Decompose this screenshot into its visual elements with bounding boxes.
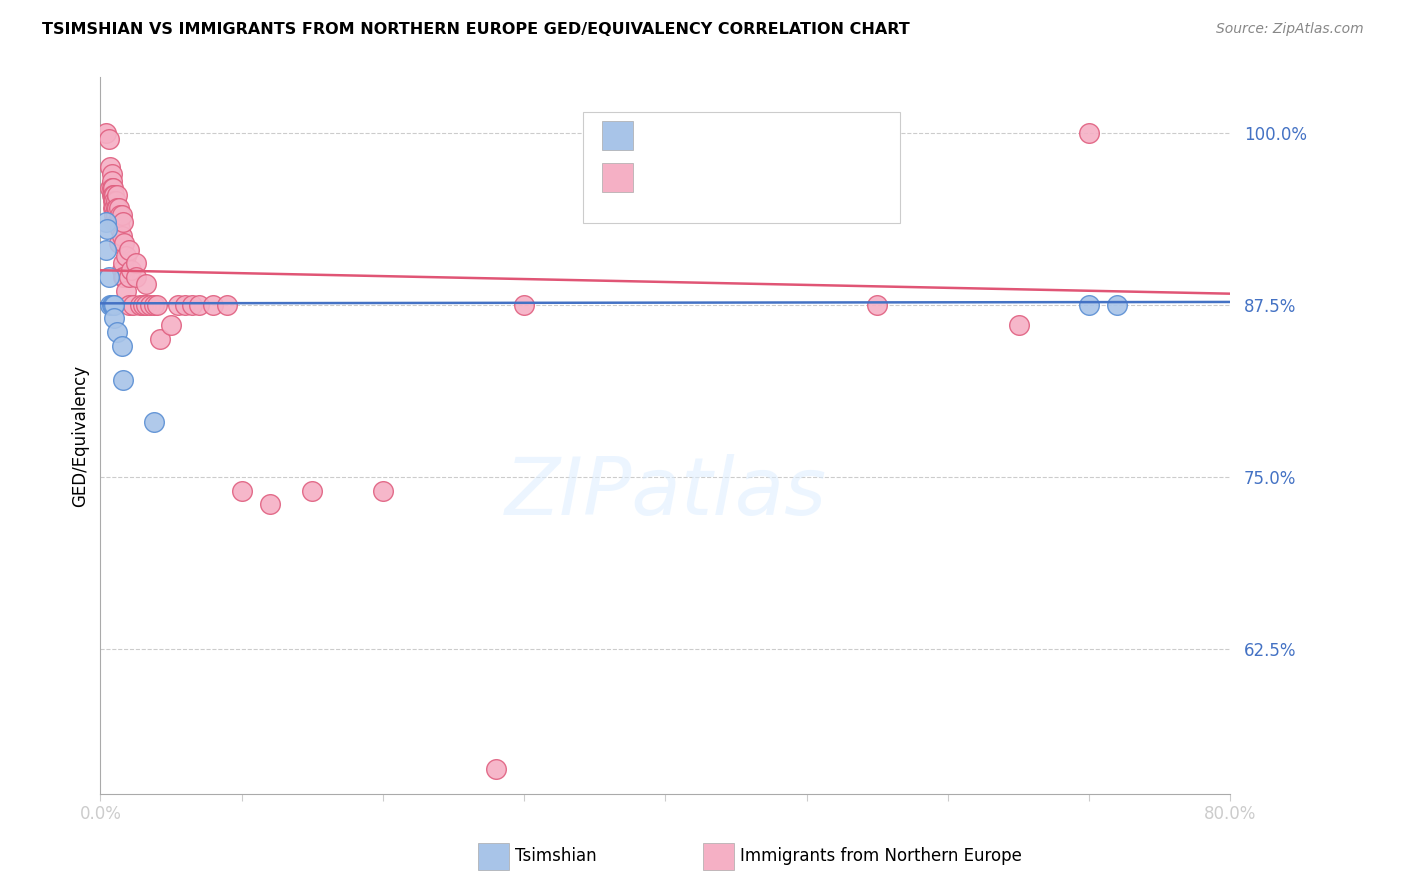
Text: Source: ZipAtlas.com: Source: ZipAtlas.com bbox=[1216, 22, 1364, 37]
Point bbox=[94, 126, 117, 140]
Point bbox=[98, 298, 121, 312]
Point bbox=[202, 298, 225, 312]
Point bbox=[105, 187, 128, 202]
Point bbox=[110, 263, 132, 277]
Text: Tsimshian: Tsimshian bbox=[515, 847, 596, 865]
Point bbox=[103, 215, 125, 229]
Point bbox=[103, 194, 125, 209]
Point bbox=[129, 298, 152, 312]
Point bbox=[103, 298, 125, 312]
Point bbox=[98, 180, 121, 194]
Point bbox=[101, 194, 124, 209]
Point bbox=[1007, 318, 1029, 333]
Point bbox=[124, 270, 146, 285]
Point bbox=[100, 180, 122, 194]
Point bbox=[104, 208, 127, 222]
Text: R =: R = bbox=[638, 167, 678, 185]
Point bbox=[111, 256, 134, 270]
Text: TSIMSHIAN VS IMMIGRANTS FROM NORTHERN EUROPE GED/EQUIVALENCY CORRELATION CHART: TSIMSHIAN VS IMMIGRANTS FROM NORTHERN EU… bbox=[42, 22, 910, 37]
Text: 70: 70 bbox=[799, 167, 825, 186]
Point bbox=[121, 298, 143, 312]
Point bbox=[149, 332, 172, 346]
Point bbox=[104, 194, 127, 209]
Point bbox=[111, 215, 134, 229]
Point bbox=[1078, 126, 1101, 140]
Text: N =: N = bbox=[756, 167, 796, 185]
Point bbox=[139, 298, 162, 312]
Point bbox=[135, 277, 157, 291]
Point bbox=[101, 298, 124, 312]
Point bbox=[100, 298, 122, 312]
Text: -0.038: -0.038 bbox=[678, 167, 747, 186]
Point bbox=[104, 202, 127, 216]
Point bbox=[103, 187, 125, 202]
Text: 15: 15 bbox=[799, 127, 825, 145]
Point bbox=[96, 222, 118, 236]
Point bbox=[112, 235, 135, 250]
Point bbox=[513, 298, 536, 312]
Point bbox=[1107, 298, 1129, 312]
Point bbox=[114, 284, 136, 298]
Point bbox=[97, 132, 120, 146]
Point bbox=[103, 202, 125, 216]
Point bbox=[371, 483, 394, 498]
Point bbox=[117, 243, 139, 257]
Point bbox=[100, 167, 122, 181]
Point bbox=[120, 263, 142, 277]
Point bbox=[117, 270, 139, 285]
Point bbox=[105, 215, 128, 229]
Point bbox=[1078, 298, 1101, 312]
Point bbox=[110, 339, 132, 353]
Point bbox=[112, 270, 135, 285]
Point bbox=[108, 208, 131, 222]
Point bbox=[114, 250, 136, 264]
Point bbox=[485, 762, 508, 776]
Point bbox=[188, 298, 211, 312]
Point bbox=[181, 298, 204, 312]
Point bbox=[101, 180, 124, 194]
Point bbox=[117, 298, 139, 312]
Point bbox=[103, 311, 125, 326]
Text: R =: R = bbox=[638, 127, 678, 145]
Text: N =: N = bbox=[756, 127, 796, 145]
Point bbox=[110, 208, 132, 222]
Point bbox=[101, 187, 124, 202]
Point bbox=[105, 325, 128, 339]
Point bbox=[98, 160, 121, 174]
Point bbox=[146, 298, 169, 312]
Point bbox=[100, 187, 122, 202]
Point bbox=[259, 497, 281, 511]
Point bbox=[167, 298, 190, 312]
Point bbox=[132, 298, 155, 312]
Point bbox=[135, 298, 157, 312]
Point bbox=[111, 270, 134, 285]
Point bbox=[107, 215, 129, 229]
Point bbox=[231, 483, 253, 498]
Point bbox=[124, 256, 146, 270]
Point bbox=[301, 483, 323, 498]
Point bbox=[103, 208, 125, 222]
Point bbox=[94, 243, 117, 257]
Y-axis label: GED/Equivalency: GED/Equivalency bbox=[72, 365, 89, 507]
Text: ZIPatlas: ZIPatlas bbox=[505, 454, 827, 532]
Point bbox=[107, 202, 129, 216]
Point bbox=[217, 298, 239, 312]
Point bbox=[94, 215, 117, 229]
Point bbox=[143, 298, 166, 312]
Text: 0.003: 0.003 bbox=[678, 127, 745, 145]
Point bbox=[143, 415, 166, 429]
Point bbox=[160, 318, 183, 333]
Point bbox=[97, 270, 120, 285]
Point bbox=[866, 298, 889, 312]
Text: Immigrants from Northern Europe: Immigrants from Northern Europe bbox=[740, 847, 1021, 865]
Point bbox=[100, 174, 122, 188]
Point bbox=[111, 374, 134, 388]
Point bbox=[101, 202, 124, 216]
Point bbox=[107, 235, 129, 250]
Point bbox=[108, 222, 131, 236]
Point bbox=[105, 202, 128, 216]
Point bbox=[110, 228, 132, 243]
Point bbox=[174, 298, 197, 312]
